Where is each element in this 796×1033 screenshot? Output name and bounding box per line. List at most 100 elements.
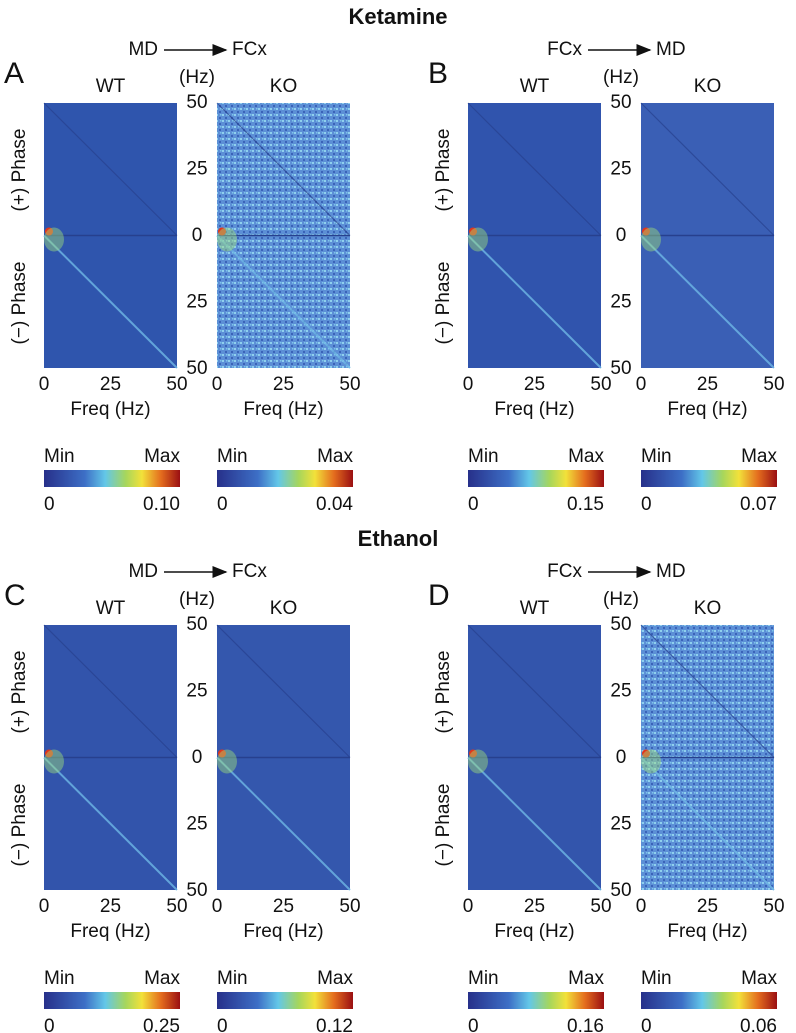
heatmap-diagonal [640, 756, 775, 891]
colorbar-max: Max [317, 446, 353, 467]
colorbar-tick: 0 [641, 494, 652, 515]
colorbar-tick: 0 [468, 1016, 479, 1033]
hotspot [469, 227, 477, 236]
x-axis-label: Freq (Hz) [243, 921, 323, 942]
phase-neg: (−) Phase [9, 784, 30, 867]
y-tick-label: 50 [610, 614, 631, 635]
x-tick-label: 25 [100, 374, 121, 395]
colorbar-min: Min [44, 968, 75, 989]
heatmap-diagonal [216, 756, 351, 891]
hotspot [218, 749, 226, 758]
y-tick-label: 25 [610, 814, 631, 835]
x-tick-label: 25 [273, 896, 294, 917]
map-label: KO [694, 598, 721, 619]
colorbar-tick: 0.07 [740, 494, 777, 515]
colorbar [468, 470, 604, 487]
section-title: Ethanol [358, 526, 439, 551]
colorbar [468, 992, 604, 1009]
hotspot-halo [641, 227, 661, 252]
heatmap-diagonal [216, 102, 351, 236]
x-tick-label: 0 [636, 374, 647, 395]
direction-from: MD [128, 561, 158, 582]
y-tick-label: 25 [186, 159, 207, 180]
y-unit: (Hz) [179, 67, 215, 88]
colorbar-min: Min [468, 446, 499, 467]
hotspot [45, 227, 53, 236]
x-tick-label: 0 [212, 374, 223, 395]
hotspot-halo [44, 227, 64, 252]
y-tick-label: 25 [610, 292, 631, 313]
colorbar-min: Min [641, 968, 672, 989]
heatmap-diagonal [216, 234, 351, 369]
heatmap-diagonal [43, 102, 178, 236]
y-tick-label: 25 [610, 681, 631, 702]
colorbar-tick: 0.25 [143, 1016, 180, 1033]
colorbar-tick: 0 [468, 494, 479, 515]
colorbar [44, 992, 180, 1009]
heatmap-diagonal [216, 624, 351, 758]
y-unit: (Hz) [179, 589, 215, 610]
y-tick-label: 25 [186, 681, 207, 702]
x-tick-label: 50 [339, 374, 360, 395]
y-tick-label: 25 [186, 292, 207, 313]
y-tick-label: 50 [186, 614, 207, 635]
x-tick-label: 25 [697, 896, 718, 917]
hotspot [218, 227, 226, 236]
phase-pos: (+) Phase [9, 651, 30, 734]
y-tick-label: 50 [186, 880, 207, 901]
direction-to: MD [656, 561, 686, 582]
map-label: WT [520, 76, 550, 97]
direction-to: FCx [232, 39, 267, 60]
colorbar-tick: 0 [641, 1016, 652, 1033]
hotspot [469, 749, 477, 758]
phase-pos: (+) Phase [9, 129, 30, 212]
x-tick-label: 50 [590, 896, 611, 917]
direction-from: MD [128, 39, 158, 60]
map-label: KO [270, 598, 297, 619]
hotspot-halo [641, 749, 661, 774]
direction-from: FCx [547, 561, 582, 582]
colorbar-tick: 0 [217, 1016, 228, 1033]
x-axis-label: Freq (Hz) [494, 399, 574, 420]
y-unit: (Hz) [603, 67, 639, 88]
colorbar-min: Min [641, 446, 672, 467]
x-tick-label: 25 [524, 374, 545, 395]
colorbar [641, 992, 777, 1009]
heatmap-diagonal [467, 234, 602, 369]
y-tick-label: 50 [610, 880, 631, 901]
x-tick-label: 25 [524, 896, 545, 917]
colorbar [217, 470, 353, 487]
heatmap-diagonal [43, 624, 178, 758]
x-axis-label: Freq (Hz) [70, 921, 150, 942]
hotspot-halo [217, 749, 237, 774]
colorbar-min: Min [217, 968, 248, 989]
colorbar-min: Min [468, 968, 499, 989]
x-tick-label: 50 [763, 896, 784, 917]
colorbar-tick: 0 [217, 494, 228, 515]
x-tick-label: 25 [273, 374, 294, 395]
colorbar-tick: 0.12 [316, 1016, 353, 1033]
x-axis-label: Freq (Hz) [70, 399, 150, 420]
x-tick-label: 25 [100, 896, 121, 917]
y-tick-label: 0 [616, 747, 627, 768]
hotspot-halo [44, 749, 64, 774]
x-tick-label: 0 [463, 896, 474, 917]
x-tick-label: 0 [39, 896, 50, 917]
x-tick-label: 50 [763, 374, 784, 395]
direction-to: MD [656, 39, 686, 60]
hotspot-halo [468, 749, 488, 774]
heatmap-diagonal [640, 624, 775, 758]
y-tick-label: 25 [610, 159, 631, 180]
colorbar-tick: 0.06 [740, 1016, 777, 1033]
x-tick-label: 25 [697, 374, 718, 395]
map-label: WT [96, 76, 126, 97]
y-tick-label: 0 [616, 225, 627, 246]
colorbar-max: Max [144, 446, 180, 467]
colorbar-min: Min [44, 446, 75, 467]
panel-letter: C [4, 579, 26, 612]
hotspot-halo [468, 227, 488, 252]
phase-neg: (−) Phase [9, 262, 30, 345]
colorbar-tick: 0 [44, 1016, 55, 1033]
map-label: WT [520, 598, 550, 619]
